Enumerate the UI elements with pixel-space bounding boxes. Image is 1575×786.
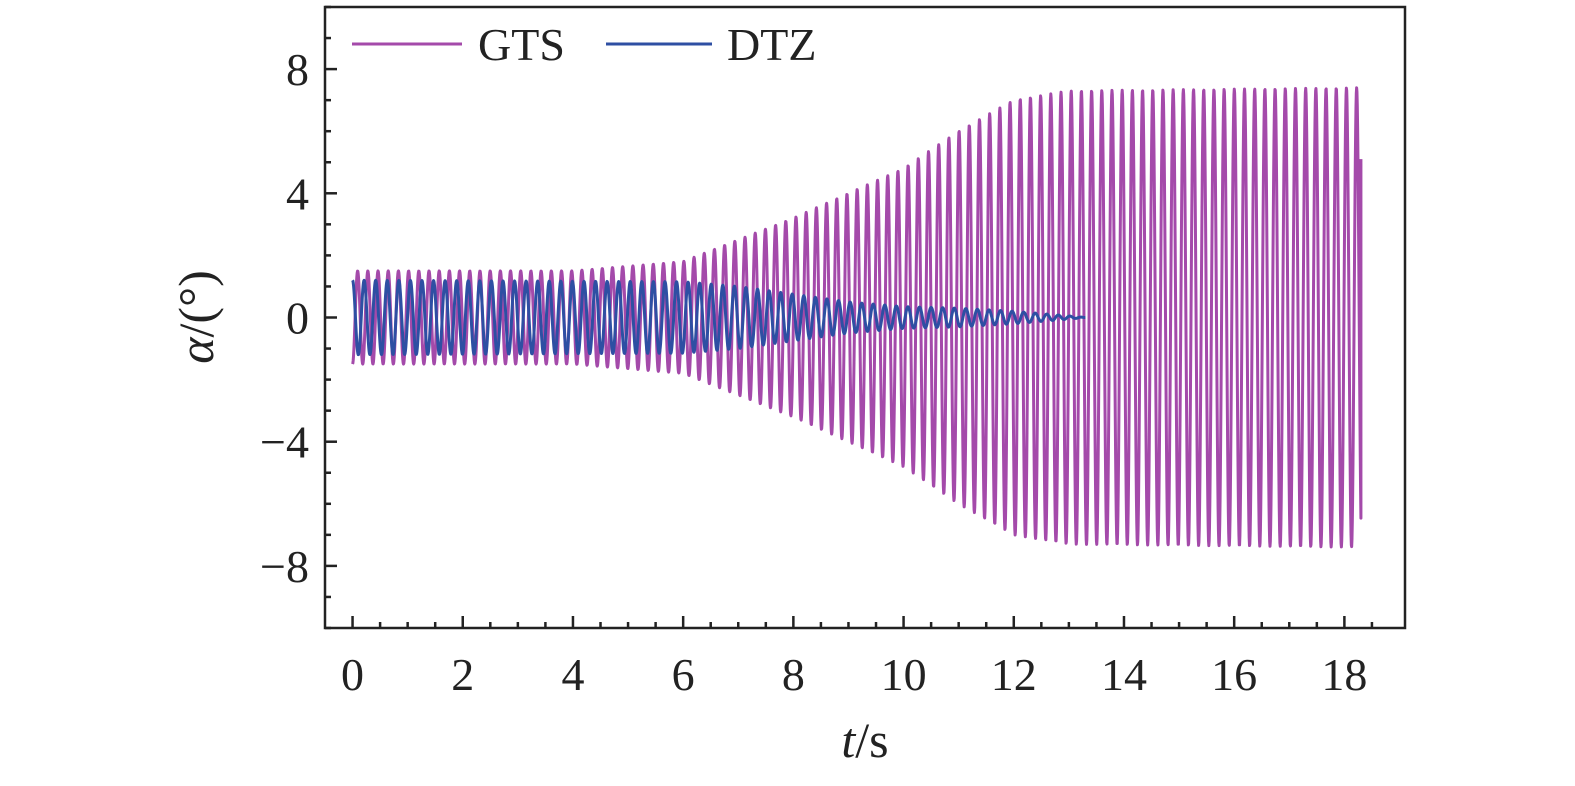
y-axis-label-italic: α: [168, 336, 224, 364]
y-axis-label-unit: /(°): [168, 270, 224, 337]
series-line-gts: [351, 86, 1363, 549]
x-tick-label: 6: [672, 649, 695, 700]
x-tick-label: 4: [561, 649, 584, 700]
x-tick-label: 18: [1321, 649, 1367, 700]
x-tick-label: 12: [991, 649, 1037, 700]
y-tick-label: −8: [260, 541, 309, 592]
x-tick-label: 2: [451, 649, 474, 700]
y-tick-label: 0: [286, 293, 309, 344]
x-tick-label: 14: [1101, 649, 1147, 700]
series-line-dtz: [351, 278, 1087, 357]
x-tick-label: 10: [881, 649, 927, 700]
x-tick-label: 0: [341, 649, 364, 700]
x-axis-label-unit: /s: [855, 712, 888, 768]
y-tick-label: 4: [286, 168, 309, 219]
y-tick-label: 8: [286, 44, 309, 95]
x-tick-label: 8: [782, 649, 805, 700]
tick-layer: 0 2 4 6 8 10 12 14 16 18 8 4 0 −4 −8: [260, 5, 1374, 700]
legend-label-dtz: DTZ: [727, 19, 816, 70]
legend: GTS DTZ: [352, 19, 816, 70]
x-axis-label-italic: t: [841, 712, 856, 768]
y-tick-label: −4: [260, 417, 309, 468]
x-tick-label: 16: [1211, 649, 1257, 700]
x-axis-label: t/s: [841, 712, 888, 768]
y-axis-label: α/(°): [168, 270, 224, 363]
legend-label-gts: GTS: [478, 19, 565, 70]
series-layer: [351, 86, 1363, 549]
